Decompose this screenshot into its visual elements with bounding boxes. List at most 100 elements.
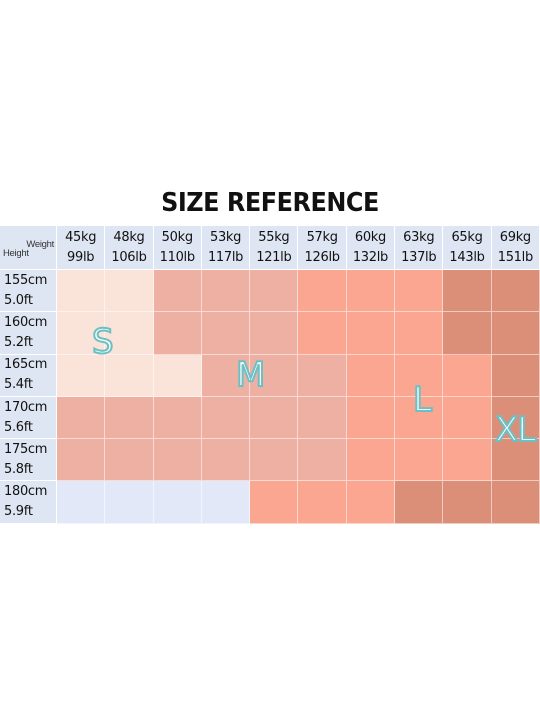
height-ft: 5.0ft (4, 292, 33, 308)
size-cell (346, 312, 396, 355)
size-cell (105, 396, 154, 440)
size-cell (153, 439, 202, 482)
height-ft: 5.6ft (4, 419, 33, 435)
size-cell (57, 481, 106, 524)
size-label-m: M (235, 354, 266, 396)
size-cell (298, 312, 347, 355)
size-cell (346, 270, 396, 313)
height-cm: 175cm (4, 441, 48, 457)
weight-lb: 143lb (449, 249, 485, 265)
height-row-header: 160cm 5.2ft (0, 312, 57, 355)
height-ft: 5.2ft (4, 334, 33, 350)
height-ft: 5.8ft (4, 461, 33, 477)
size-chart-table: Weight Height 45kg 99lb 48kg 106lb 50kg 110lb… (0, 226, 540, 524)
size-label-l: L (412, 379, 433, 421)
size-cell (201, 270, 251, 313)
size-cell (443, 396, 492, 440)
weight-lb: 151lb (497, 249, 533, 265)
weight-kg: 55kg (258, 229, 290, 245)
size-cell (250, 354, 299, 397)
size-cell (298, 396, 347, 440)
height-ft: 5.4ft (4, 377, 33, 393)
size-cell (298, 354, 347, 397)
height-row-header: 175cm 5.8ft (0, 439, 57, 482)
height-row-header: 155cm 5.0ft (0, 270, 57, 313)
table-corner-header: Weight Height (0, 226, 57, 270)
size-cell (57, 354, 106, 397)
weight-lb: 126lb (304, 249, 340, 265)
size-cell (491, 439, 540, 482)
weight-lb: 117lb (207, 249, 244, 265)
size-cell (201, 481, 251, 524)
size-cell (443, 270, 492, 313)
weight-lb: 99lb (67, 249, 95, 265)
size-cell (250, 439, 299, 482)
size-cell (250, 312, 299, 355)
height-cm: 155cm (4, 272, 48, 288)
weight-kg: 63kg (403, 229, 435, 245)
weight-lb: 137lb (401, 249, 437, 265)
height-row-header: 170cm 5.6ft (0, 396, 57, 440)
size-cell (443, 354, 492, 397)
weight-column-header: 45kg 99lb (57, 226, 106, 270)
size-cell (153, 354, 202, 397)
weight-header-label: Weight (26, 239, 54, 250)
weight-lb: 110lb (159, 249, 195, 265)
size-cell (250, 270, 299, 313)
height-cm: 160cm (4, 314, 48, 330)
height-cm: 180cm (4, 484, 48, 500)
weight-kg: 69kg (499, 229, 531, 245)
size-cell (443, 481, 492, 524)
size-cell (395, 312, 444, 355)
size-cell (105, 312, 154, 355)
size-cell (153, 270, 202, 313)
weight-column-header: 65kg 143lb (443, 226, 492, 270)
size-cell (250, 396, 299, 440)
weight-column-header: 57kg 126lb (298, 226, 347, 270)
size-label-s: S (91, 321, 115, 363)
size-cell (153, 396, 202, 440)
size-cell (491, 396, 540, 440)
size-cell (298, 481, 347, 524)
weight-column-header: 55kg 121lb (250, 226, 299, 270)
size-cell (395, 439, 444, 482)
weight-column-header: 63kg 137lb (395, 226, 444, 270)
size-cell (57, 312, 106, 355)
size-cell (491, 270, 540, 313)
size-cell (298, 439, 347, 482)
size-cell (105, 270, 154, 313)
size-cell (491, 354, 540, 397)
weight-column-header: 60kg 132lb (346, 226, 396, 270)
height-ft: 5.9ft (4, 504, 33, 520)
size-cell (346, 481, 396, 524)
size-cell (153, 312, 202, 355)
weight-kg: 65kg (451, 229, 483, 245)
size-cell (201, 439, 251, 482)
size-cell (201, 396, 251, 440)
size-cell (395, 270, 444, 313)
weight-kg: 45kg (65, 229, 97, 245)
height-cm: 165cm (4, 357, 48, 373)
weight-kg: 60kg (354, 229, 386, 245)
size-cell (250, 481, 299, 524)
size-cell (105, 439, 154, 482)
page-title: SIZE REFERENCE (161, 188, 379, 218)
size-cell (346, 439, 396, 482)
size-cell (346, 396, 396, 440)
size-cell (57, 270, 106, 313)
weight-column-header: 50kg 110lb (153, 226, 202, 270)
height-row-header: 165cm 5.4ft (0, 354, 57, 397)
size-cell (153, 481, 202, 524)
size-cell (57, 396, 106, 440)
weight-kg: 57kg (306, 229, 338, 245)
weight-kg: 50kg (161, 229, 193, 245)
size-cell (57, 439, 106, 482)
weight-lb: 132lb (352, 249, 389, 265)
height-cm: 170cm (4, 399, 48, 415)
size-cell (443, 312, 492, 355)
weight-column-header: 69kg 151lb (491, 226, 540, 270)
size-cell (395, 354, 444, 397)
size-label-xl: XL (494, 409, 537, 451)
size-cell (395, 396, 444, 440)
size-cell (346, 354, 396, 397)
